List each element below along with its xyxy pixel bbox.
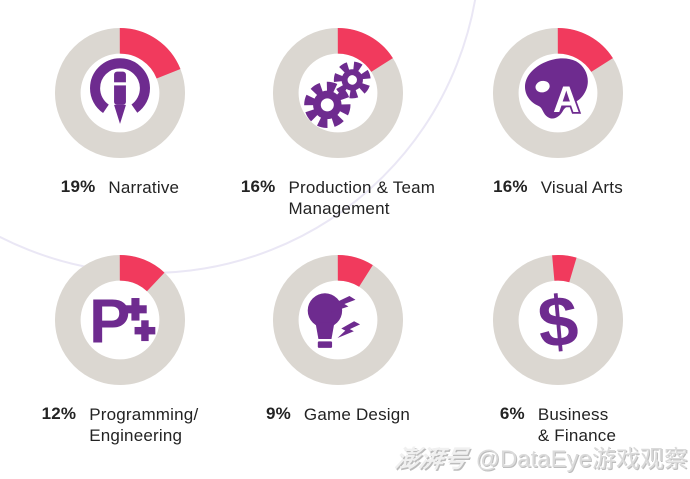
- donut-segment: [54, 27, 186, 159]
- donut-caption: 19% Narrative: [61, 177, 179, 198]
- category-label: Game Design: [303, 405, 411, 424]
- donut-icon: A P: [82, 55, 158, 131]
- donut-card: A P: [448, 26, 668, 198]
- donut-caption: 12% Programming/Engineering: [42, 404, 199, 446]
- donut-segment: [54, 254, 186, 386]
- percent-value: 19%: [60, 177, 96, 196]
- donut-card: A P: [228, 26, 448, 219]
- category-label: Visual Arts: [540, 178, 623, 197]
- donut-chart: A P: [53, 253, 187, 387]
- percent-value: 16%: [240, 177, 276, 196]
- donut-card: A P: [10, 253, 230, 446]
- donut-segment: [272, 27, 404, 159]
- percent-value: 16%: [493, 177, 528, 196]
- donut-caption: 16% Visual Arts: [493, 177, 623, 198]
- gears-icon: [304, 61, 371, 129]
- lightbulb-icon: [307, 293, 361, 348]
- donut-caption: 9% Game Design: [266, 404, 410, 425]
- watermark-platform-logo: 澎湃号: [392, 446, 470, 473]
- pen-icon: [90, 58, 150, 124]
- category-label: Production & Team Management: [288, 178, 436, 218]
- svg-text:$: $: [535, 282, 581, 358]
- dollar-icon: $: [535, 282, 581, 358]
- category-label: Narrative: [108, 178, 180, 197]
- category-label: Business & Finance: [537, 405, 617, 445]
- donut-card: A P: [10, 26, 230, 198]
- svg-text:A: A: [553, 79, 580, 120]
- donut-caption: 6% Business & Finance: [500, 404, 616, 446]
- donut-chart: A P: [491, 253, 625, 387]
- palette-icon: A: [524, 58, 588, 122]
- donut-icon: A P: [300, 282, 376, 358]
- category-label: Programming/Engineering: [89, 405, 199, 445]
- watermark-handle: @DataEye游戏观察: [475, 446, 688, 473]
- donut-icon: A P: [520, 55, 596, 131]
- donut-segment: [492, 254, 624, 386]
- donut-chart: A P: [271, 26, 405, 160]
- watermark: 澎湃号 @DataEye游戏观察: [393, 439, 688, 474]
- donut-chart: A P: [491, 26, 625, 160]
- donut-chart: A P: [53, 26, 187, 160]
- donut-segment: [272, 254, 404, 386]
- donut-card: A P: [448, 253, 668, 446]
- donut-card: A P: [228, 253, 448, 425]
- donut-chart: A P: [271, 253, 405, 387]
- percent-value: 9%: [265, 404, 291, 423]
- p-plus-plus-icon: P: [89, 288, 156, 357]
- svg-text:P: P: [89, 288, 130, 357]
- donut-icon: A P: [300, 55, 376, 131]
- donut-caption: 16% Production & Team Management: [241, 177, 435, 219]
- donut-icon: A P: [82, 282, 158, 358]
- percent-value: 6%: [499, 404, 525, 423]
- donut-segment: [492, 27, 624, 159]
- donut-icon: A P: [520, 282, 596, 358]
- percent-value: 12%: [41, 404, 77, 423]
